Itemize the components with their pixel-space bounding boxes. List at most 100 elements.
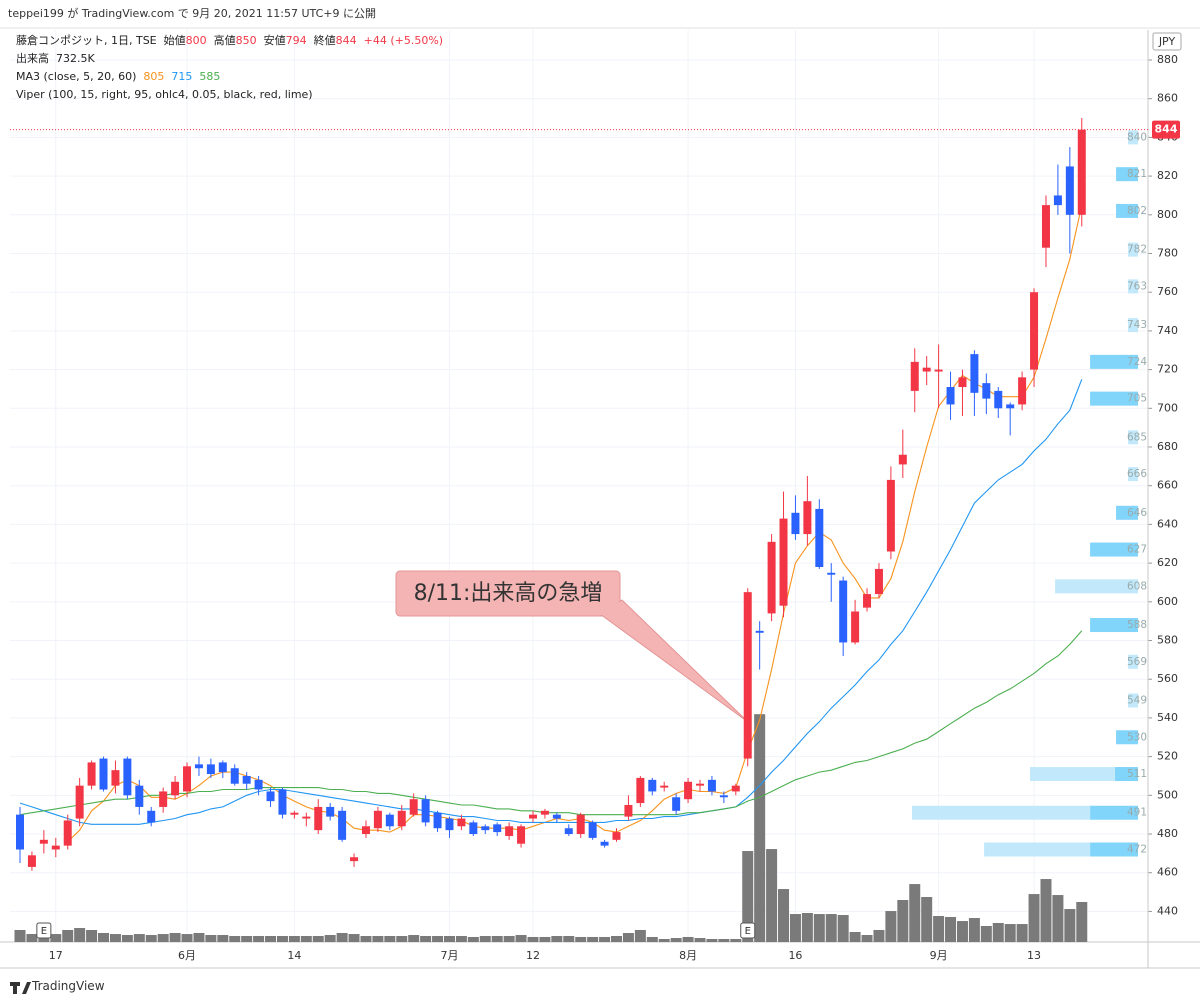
candle-body [958,377,967,388]
x-tick-label: 12 [526,949,540,962]
volume-bar [587,936,599,942]
volume-bar [825,914,837,942]
candle-body [815,508,824,567]
candle-body [755,630,764,633]
candle-body [159,791,168,807]
earnings-label: E [41,926,47,937]
volume-bar [253,935,265,942]
volume-bar [300,935,312,942]
candle-body [1030,292,1039,370]
volume-bar [778,889,790,942]
volume-bar [897,900,909,942]
ma-value: 585 [199,70,221,83]
volume-bar [467,936,479,942]
volume-bar [527,936,539,942]
header: teppei199 が TradingView.com で 9月 20, 202… [8,7,376,20]
volume-bar [1052,895,1064,942]
candle-body [206,764,215,775]
candle-body [684,781,693,800]
volume-bar [718,938,730,942]
volume-bar [50,934,62,942]
candle-body [719,795,728,798]
profile-label: 472 [1127,844,1147,856]
volume-bar [14,929,26,942]
volume-bar [885,911,897,942]
candle-body [910,361,919,391]
profile-bar [1128,693,1138,708]
y-tick-label: 740 [1157,324,1178,337]
volume-bar [1004,924,1016,942]
candle-body [254,779,263,790]
volume-bar [933,916,945,942]
footer-logo: TradingView [32,979,105,993]
candle-body [874,568,883,595]
volume-bar [26,934,38,942]
candle-body [839,580,848,643]
volume-bar [455,935,467,942]
profile-bar [1116,730,1138,745]
candle-body [469,822,478,835]
annotation-pointer [599,599,749,723]
earnings-box [36,922,52,939]
profile-label: Viper (100, 15, right, 95, ohlc4, 0.05, … [16,88,313,101]
profile-bar [1090,354,1138,369]
candle-body [934,369,943,372]
candle-body [1077,129,1086,215]
candle-body [350,857,359,862]
candle-body [779,518,788,606]
candle-body [326,806,335,817]
profile-bar [1116,203,1138,218]
profile-bar [1128,430,1138,445]
volume-bar [432,935,444,942]
profile-label: 666 [1127,468,1147,480]
profile-label: 685 [1127,431,1147,443]
candle-body [242,775,251,784]
candle-body [266,791,275,802]
volume-bar [265,935,277,942]
candle-body [409,799,418,815]
volume-bar [276,935,288,942]
volume-bar [98,932,110,942]
profile-bar [1128,467,1138,482]
ohlc-value: 844 [335,34,357,47]
candle-body [505,826,514,836]
volume-bar [694,938,706,942]
y-tick-label: 520 [1157,750,1178,763]
candle-body [16,814,24,850]
profile-label: 549 [1127,695,1147,707]
y-tick-label: 820 [1157,169,1178,182]
annotation-text: 8/11:出来高の急増 [414,581,603,606]
y-tick-label: 860 [1157,92,1178,105]
candle-body [540,810,549,815]
volume-bar [706,938,718,942]
candle-body [421,799,430,823]
candle-body [481,826,490,831]
candle-body [696,783,705,786]
candle-body [767,541,776,614]
candle-body [660,785,669,788]
candle-body [290,812,299,815]
profile-bar [1090,542,1138,557]
legend-line: MA3 (close, 5, 20, 60) 805 715 585 [16,68,443,86]
y-tick-label: 560 [1157,672,1178,685]
ohlc-label: 高値 [213,34,236,47]
profile-bar [1116,167,1138,182]
candle-body [946,387,955,405]
volume-bar [479,935,491,942]
profile-label: 646 [1127,507,1147,519]
earnings-box [740,922,756,939]
candle-body [51,845,60,850]
volume-label: 出来高 [16,52,49,65]
candle-body [433,812,442,829]
volume-bar [801,913,813,942]
volume-bar [1016,924,1028,942]
profile-label: 840 [1127,131,1147,143]
candle-body [1018,377,1027,405]
candle-body [75,785,84,819]
volume-bar [157,934,169,942]
candle-body [39,839,48,844]
candle-body [636,777,645,804]
volume-bar [324,935,336,942]
ma-line [67,204,1083,843]
